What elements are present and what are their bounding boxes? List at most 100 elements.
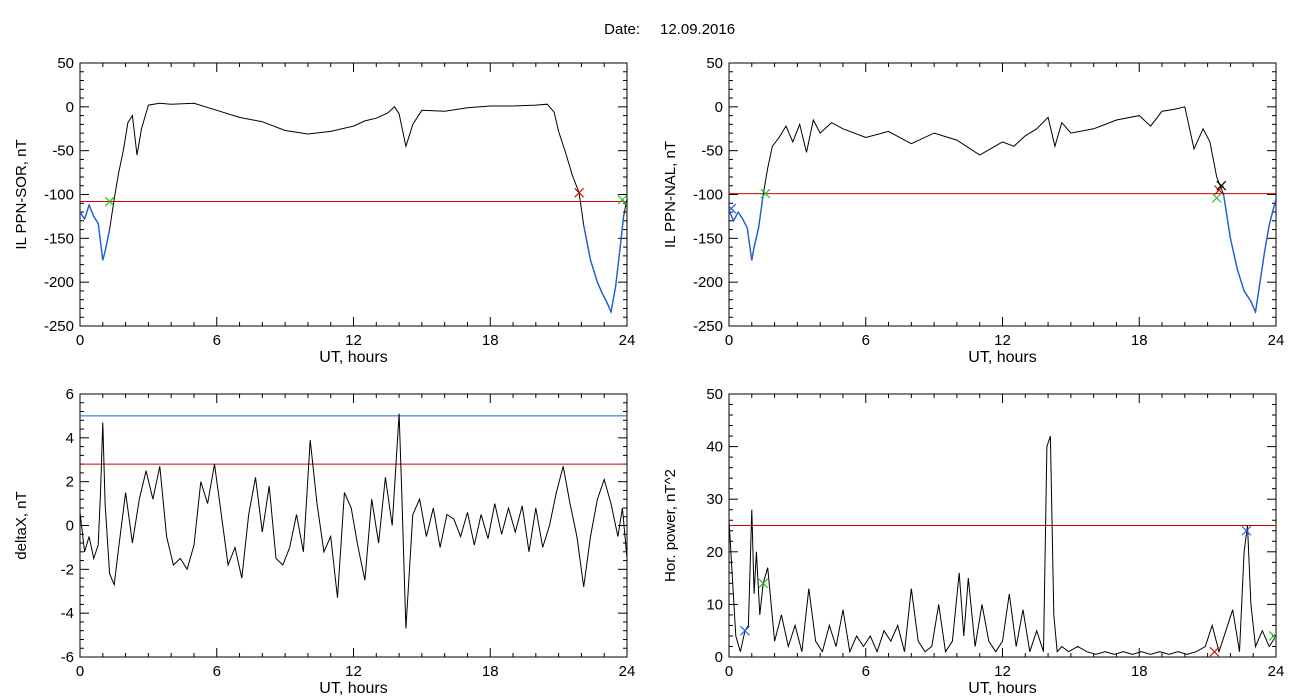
- y-tick-label: -50: [52, 143, 74, 160]
- highlight-segment: [605, 301, 612, 313]
- highlight-segment: [1263, 225, 1270, 252]
- highlight-segment: [88, 204, 95, 217]
- x-marker: [1211, 193, 1222, 203]
- highlight-segment: [753, 227, 760, 248]
- highlight-segment: [93, 216, 99, 224]
- highlight-segment: [1268, 207, 1275, 226]
- series-line: [80, 102, 627, 314]
- x-tick-label: 0: [725, 332, 733, 349]
- y-tick-label: -6: [61, 649, 74, 666]
- y-axis-label: IL PPN-NAL, nT: [662, 141, 679, 248]
- highlight-segment: [1236, 268, 1245, 292]
- highlight-segment: [80, 211, 86, 220]
- date-value: 12.09.2016: [660, 21, 735, 38]
- highlight-segment: [1273, 198, 1276, 208]
- highlight-segment: [1259, 251, 1266, 283]
- y-axis-label: deltaX, nT: [13, 491, 30, 559]
- highlight-segment: [97, 223, 104, 261]
- y-tick-label: -150: [44, 230, 74, 247]
- y-tick-label: 0: [715, 99, 723, 116]
- highlight-segment: [601, 292, 608, 302]
- highlight-segment: [732, 211, 739, 222]
- highlight-segment: [1254, 282, 1261, 313]
- x-marker: [729, 203, 737, 214]
- y-tick-label: -50: [701, 143, 723, 160]
- y-tick-label: 50: [706, 55, 723, 72]
- plot-frame: [79, 393, 628, 658]
- y-tick-label: -4: [61, 605, 74, 622]
- y-tick-label: 30: [706, 491, 723, 508]
- x-axis-label: UT, hours: [968, 349, 1036, 366]
- x-marker: [1241, 525, 1252, 536]
- x-tick-label: 12: [345, 332, 362, 349]
- highlight-segment: [589, 260, 599, 283]
- y-tick-label: -250: [44, 318, 74, 335]
- x-tick-label: 12: [994, 332, 1011, 349]
- series-line: [729, 435, 1276, 655]
- highlight-segment: [610, 286, 617, 313]
- highlight-segment: [751, 246, 755, 261]
- x-tick-label: 24: [1268, 663, 1285, 680]
- highlight-segment: [583, 225, 592, 261]
- highlight-segment: [1250, 301, 1257, 313]
- x-tick-label: 0: [725, 663, 733, 680]
- chart-panel-3: 0 6 12 18 24 6 4 2 0 -2 -4 -6 UT, hours deltaX, nT: [13, 386, 635, 697]
- y-tick-label: 50: [706, 386, 723, 403]
- x-tick-label: 18: [482, 332, 499, 349]
- y-tick-label: -100: [44, 187, 74, 204]
- x-axis-label: UT, hours: [319, 680, 387, 697]
- plot-area: [729, 106, 1276, 314]
- highlight-segment: [83, 204, 90, 220]
- y-tick-label: 20: [706, 544, 723, 561]
- highlight-segment: [742, 218, 748, 229]
- figure-title: Date: 12.09.2016: [604, 21, 735, 38]
- y-tick-label: 40: [706, 439, 723, 456]
- highlight-segment: [746, 227, 753, 261]
- y-tick-label: -2: [61, 561, 74, 578]
- y-tick-label: 0: [66, 99, 74, 116]
- y-tick-label: 10: [706, 596, 723, 613]
- x-tick-label: 18: [482, 663, 499, 680]
- series-line: [729, 106, 1276, 314]
- y-tick-label: 50: [57, 55, 74, 72]
- x-tick-label: 6: [213, 663, 221, 680]
- highlight-segment: [757, 194, 764, 228]
- x-marker: [1268, 631, 1276, 641]
- highlight-segment: [102, 251, 106, 261]
- y-axis-label: IL PPN-SOR, nT: [13, 139, 30, 249]
- plot-frame: [728, 62, 1277, 327]
- y-tick-label: 6: [66, 386, 74, 403]
- y-tick-label: 0: [66, 518, 74, 535]
- x-tick-label: 6: [862, 332, 870, 349]
- x-marker: [617, 194, 627, 205]
- y-tick-label: -200: [693, 274, 723, 291]
- x-tick-label: 0: [76, 332, 84, 349]
- x-tick-label: 12: [345, 663, 362, 680]
- x-tick-label: 24: [619, 332, 636, 349]
- highlight-segment: [104, 229, 111, 252]
- y-tick-label: -250: [693, 318, 723, 335]
- y-tick-label: -100: [693, 187, 723, 204]
- chart-panel-1: 0 6 12 18 24 50 0 -50 -100 -150 -200 -250 UT, hours I…: [13, 55, 635, 366]
- x-marker: [760, 188, 771, 199]
- chart-panel-2: 0 6 12 18 24 50 0 -50 -100 -150 -200 -250 UT, hours I…: [662, 55, 1284, 366]
- y-tick-label: 2: [66, 474, 74, 491]
- plot-frame: [79, 62, 628, 327]
- y-tick-label: -150: [693, 230, 723, 247]
- x-marker: [574, 187, 585, 198]
- date-label: Date:: [604, 21, 640, 38]
- x-tick-label: 6: [213, 332, 221, 349]
- chart-panel-4: 0 6 12 18 24 50 40 30 20 10 0 UT, hours Hor. power, …: [662, 386, 1284, 697]
- x-marker: [740, 625, 750, 636]
- plot-area: [729, 435, 1276, 657]
- x-tick-label: 0: [76, 663, 84, 680]
- highlight-segment: [729, 210, 735, 222]
- y-tick-label: 4: [66, 430, 74, 447]
- x-tick-label: 24: [1268, 332, 1285, 349]
- x-tick-label: 6: [862, 663, 870, 680]
- highlight-segment: [614, 247, 621, 287]
- x-tick-label: 18: [1131, 663, 1148, 680]
- y-tick-label: -200: [44, 274, 74, 291]
- x-tick-label: 18: [1131, 332, 1148, 349]
